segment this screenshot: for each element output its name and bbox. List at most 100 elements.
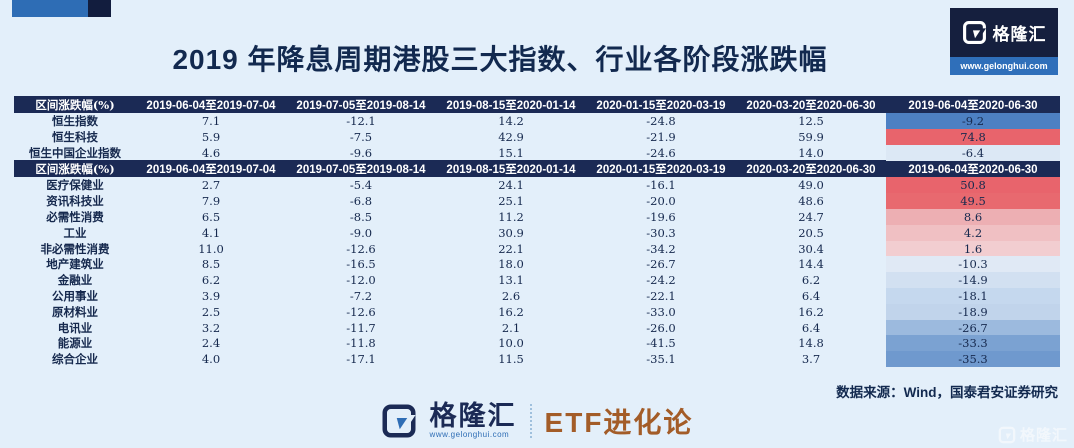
value-cell: -12.0 [346, 273, 376, 288]
value-cell: -20.0 [646, 194, 676, 209]
value-cell: 5.9 [201, 129, 221, 144]
value-cell: -24.8 [646, 114, 676, 128]
table-row: 电讯业 3.2 -11.7 2.1 -26.0 6.4 -26.7 [14, 319, 1060, 336]
total-cell: 1.6 [886, 240, 1060, 257]
value-cell: 18.0 [498, 257, 524, 272]
header-label-cell: 区间涨跌幅(%) [35, 97, 115, 112]
row-label: 医疗保健业 [46, 178, 104, 193]
value-cell: 2.7 [201, 178, 221, 193]
row-label: 公用事业 [52, 288, 98, 303]
total-cell: 8.6 [886, 208, 1060, 225]
value-cell: 3.7 [801, 352, 821, 367]
total-cell: -18.1 [886, 287, 1060, 304]
total-cell: 74.8 [886, 128, 1060, 145]
table-header-row: 区间涨跌幅(%) 2019-06-04至2019-07-04 2019-07-05至… [14, 96, 1060, 113]
value-cell: 10.0 [498, 336, 524, 351]
total-cell: -9.2 [886, 113, 1060, 129]
table-row: 能源业 2.4 -11.8 10.0 -41.5 14.8 -33.3 [14, 335, 1060, 352]
value-cell: 4.1 [201, 225, 221, 240]
row-label: 资讯科技业 [46, 194, 104, 209]
value-cell: -16.1 [646, 178, 676, 193]
table-row: 医疗保健业 2.7 -5.4 24.1 -16.1 49.0 50.8 [14, 177, 1060, 194]
total-cell: -35.3 [886, 351, 1060, 368]
total-cell: 49.5 [886, 193, 1060, 210]
table-row: 必需性消费 6.5 -8.5 11.2 -19.6 24.7 8.6 [14, 208, 1060, 225]
value-cell: 20.5 [798, 225, 824, 240]
value-cell: -17.1 [346, 352, 376, 367]
value-cell: 2.4 [201, 336, 221, 351]
gelonghui-g-icon [998, 426, 1016, 444]
row-label: 能源业 [57, 336, 93, 351]
row-label: 电讯业 [57, 320, 93, 335]
footer-gelonghui-text: 格隆汇 www.gelonghui.com [430, 403, 517, 439]
value-cell: 6.5 [201, 209, 221, 224]
total-cell: 4.2 [886, 224, 1060, 241]
gelonghui-brand-text: 格隆汇 [992, 25, 1047, 44]
row-label: 原材料业 [52, 304, 98, 319]
header-period-cell: 2019-08-15至2020-01-14 [446, 163, 576, 176]
value-cell: 4.0 [201, 352, 221, 367]
value-cell: 15.1 [498, 145, 524, 160]
value-cell: 3.2 [201, 320, 221, 335]
header-period-cell: 2019-06-04至2020-06-30 [908, 99, 1038, 112]
value-cell: 7.9 [201, 194, 221, 209]
header-period-cell: 2019-07-05至2019-08-14 [296, 163, 426, 176]
value-cell: 6.2 [801, 273, 821, 288]
value-cell: 24.1 [498, 178, 524, 193]
header-period-cell: 2019-06-04至2019-07-04 [146, 99, 276, 112]
value-cell: -11.7 [346, 320, 376, 335]
table-row: 工业 4.1 -9.0 30.9 -30.3 20.5 4.2 [14, 224, 1060, 241]
row-label: 综合企业 [52, 352, 98, 367]
header-label-cell: 区间涨跌幅(%) [35, 161, 115, 176]
header-period-cell: 2020-03-20至2020-06-30 [746, 99, 876, 112]
gelonghui-logo-box: 格隆汇 [950, 8, 1058, 57]
value-cell: 30.4 [798, 241, 824, 256]
table-row: 恒生指数 7.1 -12.1 14.2 -24.8 12.5 -9.2 [14, 113, 1060, 129]
total-cell: -33.3 [886, 335, 1060, 352]
value-cell: 8.5 [201, 257, 221, 272]
value-cell: 48.6 [798, 194, 824, 209]
gelonghui-g-icon [381, 403, 417, 439]
value-cell: -19.6 [646, 209, 676, 224]
header-period-cell: 2020-01-15至2020-03-19 [596, 99, 726, 112]
total-cell: 50.8 [886, 177, 1060, 194]
header-period-cell: 2019-08-15至2020-01-14 [446, 99, 576, 112]
value-cell: -35.1 [646, 352, 676, 367]
total-cell: -6.4 [886, 144, 1060, 161]
value-cell: 3.9 [201, 288, 221, 303]
value-cell: 24.7 [798, 209, 824, 224]
row-label: 地产建筑业 [46, 257, 104, 272]
row-label: 恒生指数 [52, 114, 98, 128]
value-cell: -12.1 [346, 114, 376, 128]
value-cell: 42.9 [498, 129, 524, 144]
table-row: 恒生中国企业指数 4.6 -9.6 15.1 -24.6 14.0 -6.4 [14, 144, 1060, 161]
table-row: 资讯科技业 7.9 -6.8 25.1 -20.0 48.6 49.5 [14, 193, 1060, 210]
value-cell: 7.1 [201, 114, 221, 128]
value-cell: -12.6 [346, 241, 376, 256]
header-period-cell: 2019-06-04至2019-07-04 [146, 163, 276, 176]
value-cell: 6.4 [801, 288, 821, 303]
gelonghui-header-logo: 格隆汇 www.gelonghui.com [950, 8, 1058, 75]
row-label: 非必需性消费 [40, 241, 110, 256]
value-cell: -7.2 [349, 288, 373, 303]
value-cell: -5.4 [349, 178, 373, 193]
value-cell: 16.2 [798, 304, 824, 319]
gelonghui-g-icon [962, 20, 987, 45]
value-cell: 2.5 [201, 304, 221, 319]
table-row: 公用事业 3.9 -7.2 2.6 -22.1 6.4 -18.1 [14, 287, 1060, 304]
row-label: 工业 [63, 225, 87, 240]
value-cell: 16.2 [498, 304, 524, 319]
gelonghui-url: www.gelonghui.com [950, 57, 1058, 75]
row-label: 恒生科技 [52, 129, 98, 144]
value-cell: -6.8 [349, 194, 373, 209]
value-cell: 6.4 [801, 320, 821, 335]
footer-divider [529, 404, 532, 438]
value-cell: -30.3 [646, 225, 676, 240]
value-cell: -33.0 [646, 304, 676, 319]
value-cell: -9.0 [349, 225, 373, 240]
value-cell: 59.9 [798, 129, 824, 144]
value-cell: -9.6 [349, 145, 373, 160]
table-row: 地产建筑业 8.5 -16.5 18.0 -26.7 14.4 -10.3 [14, 256, 1060, 273]
value-cell: -26.7 [646, 257, 676, 272]
value-cell: -26.0 [646, 320, 676, 335]
